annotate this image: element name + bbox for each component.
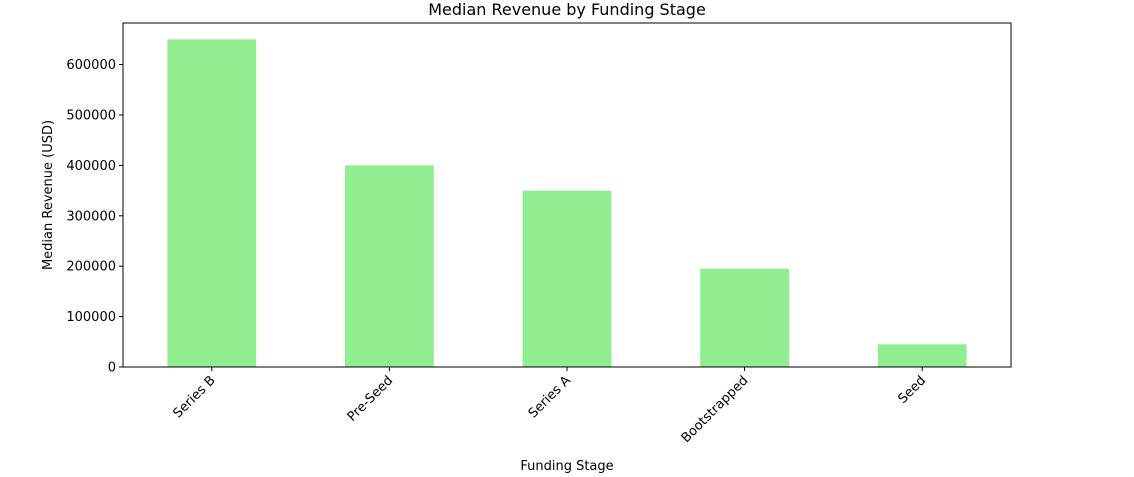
bar-seed [877, 344, 967, 367]
x-tick-label: Series B [171, 373, 219, 421]
x-tick-label: Series A [526, 373, 574, 421]
y-tick-label: 200000 [66, 260, 116, 275]
y-axis-ticks: 0 100000 200000 300000 400000 500000 600000 [66, 58, 123, 376]
y-tick-label: 100000 [66, 310, 116, 325]
y-axis-label: Median Revenue (USD) [41, 120, 56, 270]
bar-series-b [167, 39, 257, 367]
y-tick-label: 300000 [66, 209, 116, 224]
y-tick-label: 400000 [66, 159, 116, 174]
x-tick-label: Seed [895, 373, 929, 407]
y-tick-label: 0 [108, 361, 116, 376]
chart-title: Median Revenue by Funding Stage [428, 0, 706, 19]
y-tick-label: 600000 [66, 58, 116, 73]
x-axis-ticks: Series B Pre-Seed Series A Bootstrapped Seed [171, 367, 929, 446]
bars-group [167, 39, 967, 367]
x-axis-label: Funding Stage [520, 459, 613, 474]
bar-series-a [522, 190, 612, 367]
x-tick-label: Pre-Seed [345, 373, 397, 425]
y-tick-label: 500000 [66, 108, 116, 123]
plot-frame [122, 22, 1012, 368]
x-tick-label: Bootstrapped [679, 373, 752, 446]
bar-pre-seed [345, 165, 434, 367]
bar-bootstrapped [700, 268, 789, 367]
